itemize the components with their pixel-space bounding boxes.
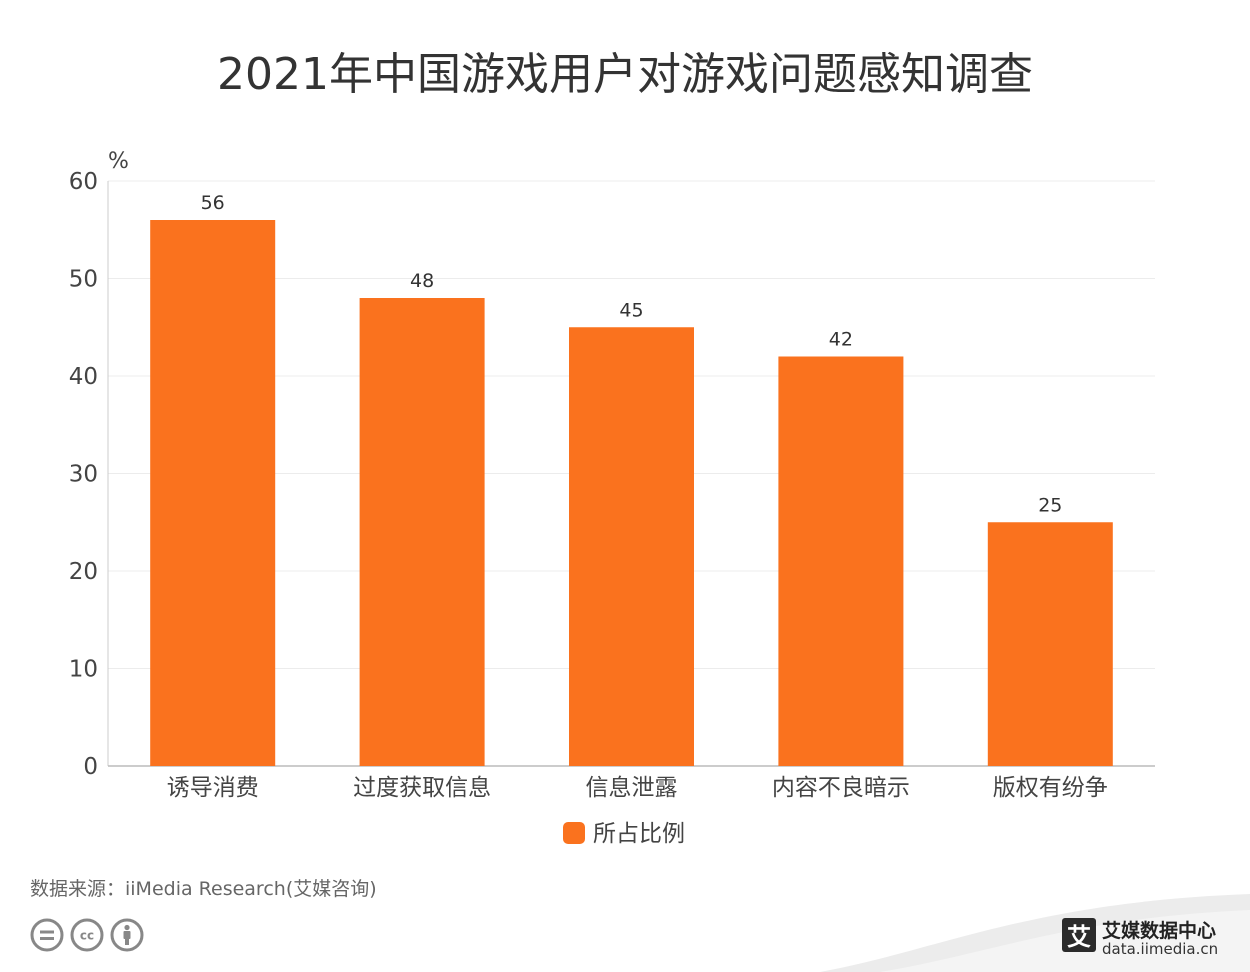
y-tick-label: 30	[69, 462, 98, 488]
brand-name: 艾媒数据中心	[1102, 920, 1217, 942]
y-tick-label: 40	[69, 364, 98, 390]
bar-chart: 0 10 20 30 40 50 60% 56 诱导消费 48 过度获取信息 45 信息泄露 42 内容不良…	[69, 149, 1155, 847]
brand-logo-icon: 艾	[1062, 918, 1096, 952]
x-category-label: 过度获取信息	[353, 775, 491, 801]
bar-value-label: 48	[410, 270, 434, 292]
brand-logo-char: 艾	[1067, 923, 1091, 951]
x-category-label: 信息泄露	[586, 775, 678, 801]
bar	[987, 522, 1113, 766]
bar	[150, 220, 276, 766]
x-category-label: 版权有纷争	[993, 775, 1108, 801]
bar-value-label: 56	[201, 192, 225, 214]
x-category-label: 内容不良暗示	[772, 775, 910, 801]
bar	[778, 356, 904, 766]
y-tick-label: 20	[69, 559, 98, 585]
bar-value-label: 25	[1038, 494, 1062, 516]
svg-text:cc: cc	[80, 929, 94, 943]
y-axis-unit: %	[108, 149, 129, 174]
brand-url: data.iimedia.cn	[1102, 940, 1219, 958]
cc-by-icon	[110, 918, 144, 952]
y-tick-label: 60	[69, 169, 98, 195]
cc-equal-icon	[30, 918, 64, 952]
bar-value-label: 45	[619, 299, 643, 321]
bar	[359, 298, 485, 766]
source-note: 数据来源：iiMedia Research(艾媒咨询)	[30, 878, 377, 900]
legend-label: 所占比例	[593, 821, 685, 847]
license-icons: cc	[30, 918, 150, 956]
y-tick-label: 0	[83, 754, 98, 780]
chart-title: 2021年中国游戏用户对游戏问题感知调查	[217, 49, 1033, 100]
x-category-label: 诱导消费	[167, 775, 259, 801]
bar	[569, 327, 694, 766]
y-tick-label: 10	[69, 657, 98, 683]
cc-cc-icon: cc	[70, 918, 104, 952]
bar-value-label: 42	[829, 329, 853, 351]
brand-block: 艾 艾媒数据中心 data.iimedia.cn	[1062, 916, 1242, 962]
legend-swatch	[563, 822, 585, 844]
y-tick-label: 50	[69, 267, 98, 293]
